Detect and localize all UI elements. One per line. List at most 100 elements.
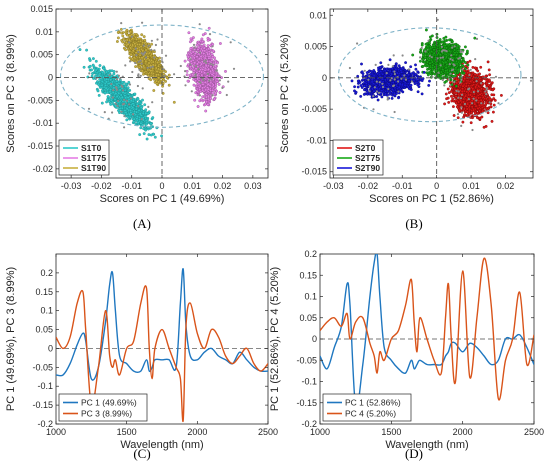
data-point: [211, 83, 215, 87]
data-point: [213, 97, 216, 101]
data-point: [449, 94, 453, 98]
x-tick-label: -0.02: [91, 181, 112, 191]
data-point: [215, 79, 219, 83]
outlier-point: [128, 103, 131, 106]
panel-b-scatter: -0.03 -0.02 -0.01 0 0.01 0.02-0.015-0.01-0.00…: [279, 8, 534, 231]
data-point: [155, 69, 159, 73]
outlier-point: [135, 54, 138, 57]
data-point: [207, 94, 210, 98]
data-point: [142, 72, 145, 76]
data-point: [85, 48, 89, 52]
data-point: [129, 46, 133, 50]
data-point: [138, 112, 142, 116]
data-point: [125, 107, 129, 111]
outlier-point: [154, 43, 157, 47]
data-point: [128, 49, 132, 53]
outlier-point: [87, 107, 91, 110]
outlier-point: [142, 44, 145, 47]
outlier-point: [136, 84, 139, 88]
data-point: [103, 91, 107, 95]
outlier-point: [134, 61, 137, 64]
data-point: [96, 80, 99, 84]
x-tick-label: 0: [159, 181, 164, 191]
outlier-point: [125, 99, 129, 102]
data-point: [451, 97, 455, 101]
data-point: [479, 65, 483, 69]
data-point: [125, 112, 129, 116]
data-point: [134, 51, 138, 55]
data-point: [490, 81, 494, 85]
data-point: [206, 44, 210, 48]
data-point: [198, 88, 202, 92]
data-point: [120, 95, 124, 99]
data-point: [141, 41, 145, 45]
data-point: [105, 77, 109, 81]
data-point: [488, 73, 492, 77]
data-point: [197, 45, 201, 49]
data-point: [207, 26, 211, 30]
outlier-point: [208, 79, 211, 82]
data-point: [129, 53, 133, 57]
x-tick-label: 0.03: [244, 181, 262, 191]
data-point: [185, 69, 189, 73]
data-point: [145, 137, 149, 141]
data-point: [131, 43, 135, 47]
data-point: [136, 43, 139, 46]
data-point: [91, 72, 94, 75]
data-point: [206, 82, 210, 86]
outlier-point: [198, 23, 201, 26]
outlier-point: [111, 111, 114, 114]
outlier-point: [112, 89, 115, 92]
data-point: [105, 90, 109, 94]
data-point: [121, 40, 125, 44]
data-point: [113, 98, 117, 101]
data-point: [193, 61, 197, 65]
outlier-point: [134, 47, 137, 50]
data-point: [144, 122, 148, 126]
data-point: [147, 133, 151, 137]
data-point: [123, 109, 127, 113]
data-point: [125, 33, 129, 37]
outlier-point: [141, 87, 144, 90]
data-point: [153, 135, 157, 139]
data-point: [78, 48, 82, 52]
outlier-point: [123, 115, 126, 118]
data-point: [94, 68, 98, 72]
outlier-point: [117, 74, 120, 77]
outlier-point: [114, 102, 117, 105]
outlier-point: [173, 73, 176, 76]
data-point: [499, 93, 503, 97]
data-point: [109, 78, 113, 82]
data-point: [151, 116, 155, 120]
data-point: [109, 102, 113, 106]
data-point: [482, 125, 486, 129]
y-axis-label: Scores on PC 3 (8.99%): [5, 34, 17, 153]
outlier-point: [115, 70, 118, 73]
outlier-point: [211, 63, 214, 66]
outlier-point: [195, 64, 198, 68]
legend-label: S1T0: [81, 143, 102, 153]
data-point: [144, 59, 148, 63]
outlier-point: [129, 60, 132, 63]
data-point: [156, 61, 159, 65]
data-point: [82, 65, 86, 69]
data-point: [139, 121, 143, 125]
outlier-point: [117, 99, 120, 103]
outlier-point: [198, 94, 201, 97]
data-point: [104, 80, 108, 84]
data-point: [160, 134, 164, 138]
data-point: [114, 92, 118, 96]
outlier-point: [232, 67, 236, 70]
outlier-point: [123, 126, 126, 129]
data-point: [195, 90, 199, 94]
data-point: [94, 59, 98, 63]
data-point: [224, 69, 227, 73]
outlier-point: [141, 21, 144, 24]
data-point: [191, 50, 195, 54]
outlier-point: [179, 64, 182, 68]
data-point: [112, 83, 116, 87]
data-point: [147, 73, 150, 77]
outlier-point: [151, 101, 154, 104]
data-point: [147, 61, 151, 65]
data-point: [150, 52, 154, 56]
